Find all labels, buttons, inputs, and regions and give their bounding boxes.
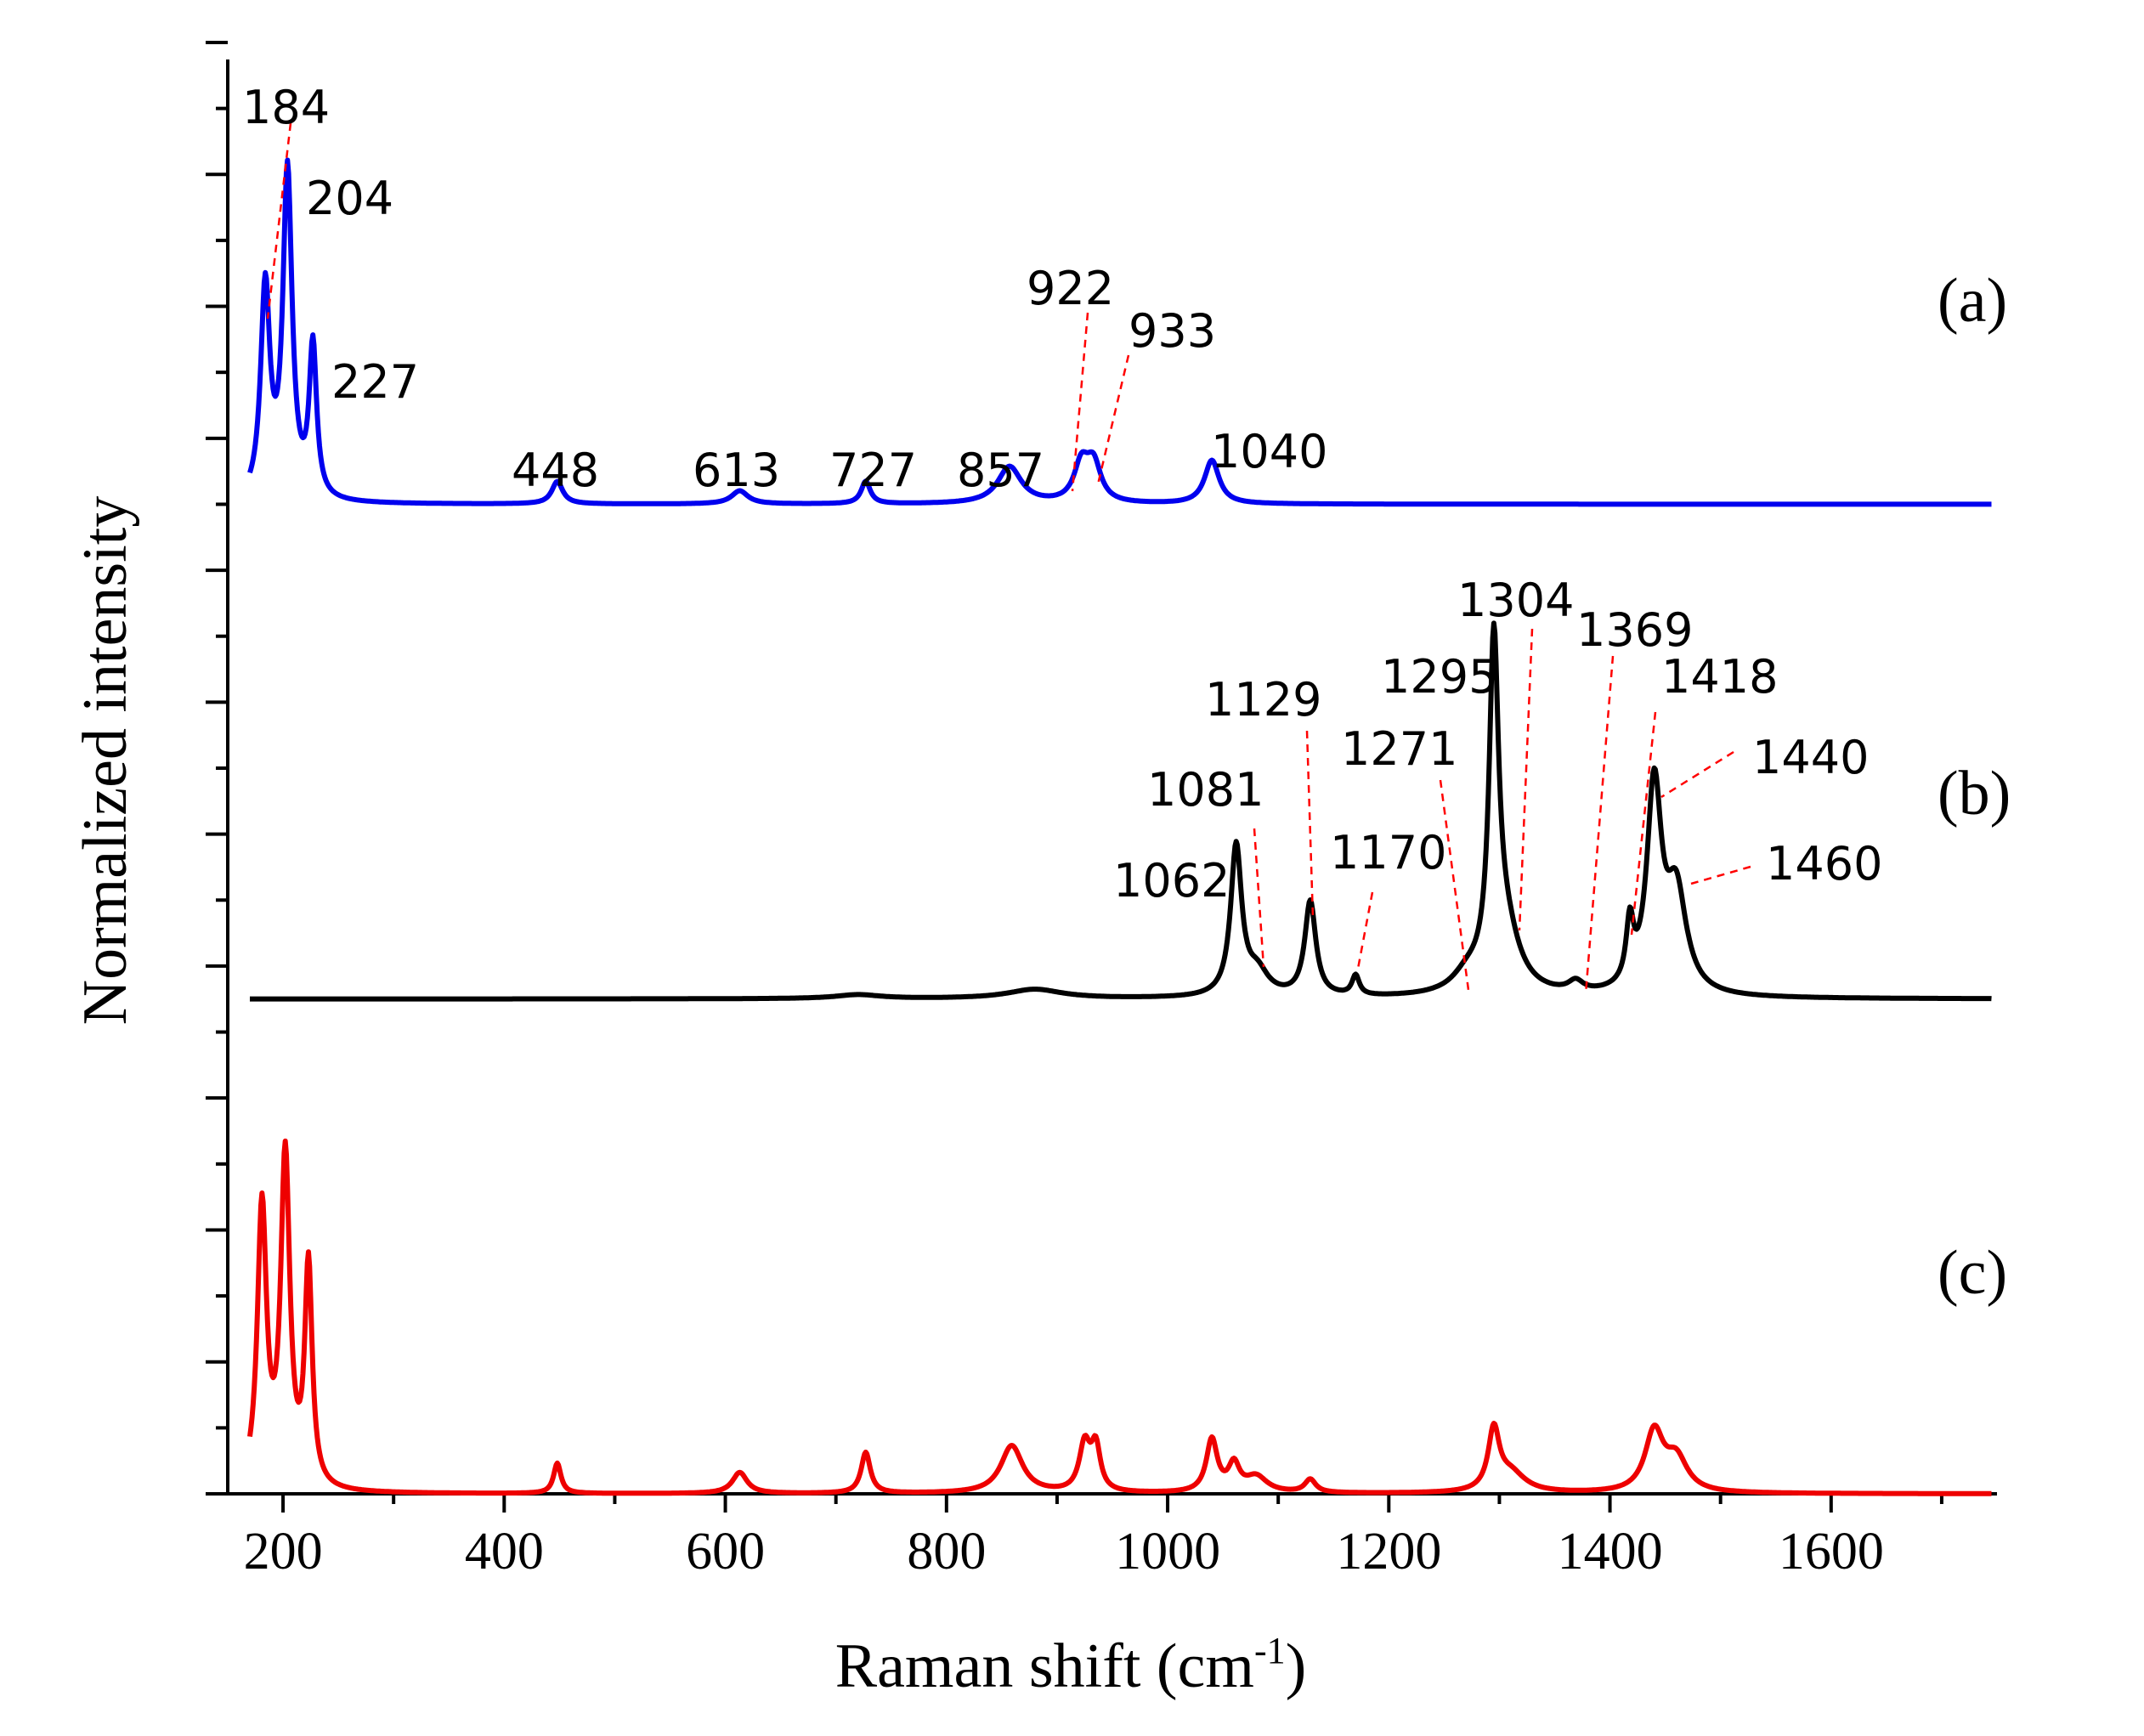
series-b-peak-labels: 1062 1081 1129 1170 1271 1295 1304 1369 … (1113, 574, 1882, 908)
x-ticks: 200 400 600 800 1000 1200 1400 1600 (244, 1494, 1943, 1580)
peak-label: 1418 (1661, 650, 1778, 704)
series-a-peak-labels: 184 204 227 448 613 727 857 922 933 1040 (242, 81, 1327, 497)
panel-label-c: (c) (1938, 1238, 2007, 1308)
peak-label: 1081 (1147, 763, 1264, 817)
x-tick-label: 200 (244, 1523, 323, 1580)
peak-label: 204 (306, 172, 393, 225)
x-tick-label: 1600 (1779, 1523, 1884, 1580)
peak-label: 1304 (1457, 574, 1574, 627)
peak-label: 448 (512, 444, 599, 497)
peak-label: 1295 (1381, 650, 1497, 704)
x-axis-title: Raman shift (cm-1) (835, 1630, 1307, 1701)
peak-label: 613 (693, 444, 780, 497)
panel-label-a: (a) (1938, 266, 2007, 336)
peak-leader-lines (266, 122, 1751, 995)
leader-1170 (1356, 891, 1374, 970)
y-axis-title: Normalized intensity (71, 496, 140, 1026)
series-c-line (247, 1138, 1994, 1496)
peak-label: 1271 (1341, 722, 1457, 776)
y-ticks (206, 41, 228, 1496)
x-axis-title-close: ) (1286, 1631, 1307, 1701)
x-tick-label: 600 (686, 1523, 765, 1580)
x-tick-label: 400 (465, 1523, 544, 1580)
leader-1304 (1518, 628, 1534, 931)
peak-label: 1170 (1330, 826, 1446, 879)
peak-label: 727 (829, 444, 917, 497)
peak-label: 184 (242, 81, 330, 134)
leader-1418 (1630, 711, 1657, 936)
leader-1081 (1253, 828, 1265, 968)
peak-label: 1369 (1576, 603, 1693, 657)
peak-label: 1062 (1113, 854, 1230, 908)
x-tick-label: 1200 (1336, 1523, 1441, 1580)
peak-label: 922 (1027, 262, 1114, 315)
peak-label: 1460 (1766, 837, 1882, 891)
leader-1369 (1584, 655, 1615, 995)
series-a-line (247, 157, 1994, 507)
peak-label: 857 (957, 444, 1044, 497)
leader-1440 (1660, 750, 1734, 799)
x-tick-label: 1400 (1558, 1523, 1663, 1580)
peak-label: 227 (331, 355, 419, 409)
panel-label-b: (b) (1938, 759, 2011, 828)
peak-label: 1040 (1211, 425, 1327, 478)
leader-933 (1096, 354, 1130, 485)
peak-label: 933 (1129, 304, 1216, 358)
x-axis-title-main: Raman shift (cm (835, 1631, 1254, 1701)
x-tick-label: 1000 (1115, 1523, 1220, 1580)
peak-label: 1129 (1205, 673, 1321, 727)
x-tick-label: 800 (907, 1523, 986, 1580)
peak-label: 1440 (1752, 731, 1869, 784)
leader-1129 (1305, 730, 1315, 919)
leader-922 (1071, 312, 1089, 492)
series-b-line (248, 620, 1994, 1002)
leader-184 (266, 122, 292, 319)
x-axis-title-sup: -1 (1254, 1630, 1286, 1671)
leader-1460 (1690, 865, 1751, 885)
leader-1271 (1439, 779, 1470, 991)
